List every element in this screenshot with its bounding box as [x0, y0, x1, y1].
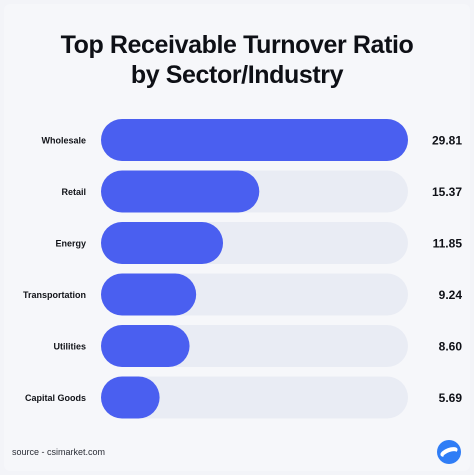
category-label-retail: Retail — [61, 187, 86, 197]
bar-track-capital-goods — [101, 376, 408, 419]
category-label-energy: Energy — [55, 239, 86, 249]
bar-capital-goods — [101, 376, 160, 419]
category-label-capital-goods: Capital Goods — [25, 393, 86, 403]
source-note: source - csimarket.com — [12, 447, 106, 457]
bar-utilities — [101, 325, 190, 367]
bar-wholesale — [101, 119, 408, 161]
category-label-wholesale: Wholesale — [41, 136, 86, 146]
csimarket-logo-icon — [437, 440, 461, 464]
bar-transportation — [101, 273, 197, 316]
category-label-transportation: Transportation — [23, 290, 86, 300]
chart-title-line-2: by Sector/Industry — [130, 61, 344, 89]
value-label-utilities: 8.60 — [439, 340, 463, 354]
value-label-capital-goods: 5.69 — [439, 391, 463, 405]
value-label-transportation: 9.24 — [439, 288, 463, 302]
value-label-energy: 11.85 — [433, 237, 463, 251]
value-label-retail: 15.37 — [432, 185, 462, 199]
bar-energy — [101, 222, 224, 264]
chart-title: Top Receivable Turnover Ratio by Sector/… — [0, 30, 474, 90]
bar-retail — [101, 170, 260, 213]
category-label-utilities: Utilities — [53, 342, 86, 352]
value-label-wholesale: 29.81 — [432, 134, 462, 148]
chart-title-line-1: Top Receivable Turnover Ratio — [60, 31, 414, 59]
